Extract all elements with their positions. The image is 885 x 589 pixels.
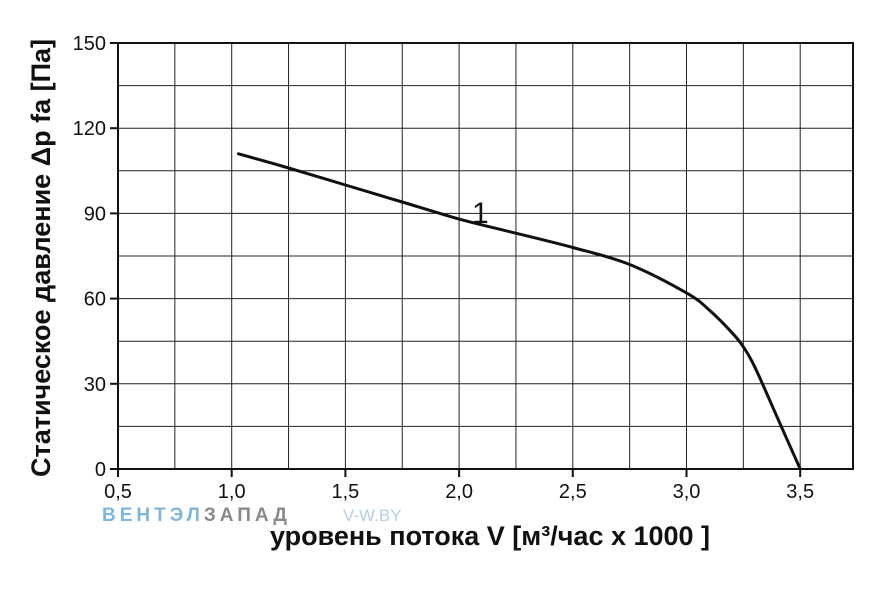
tick-labels: 0 30 60 90 120 150 0,5 1,0 1,5 2,0 2,5 3,0 3,5 xyxy=(73,33,814,503)
watermark-site: V-W.BY xyxy=(343,506,402,525)
y-tick-label: 120 xyxy=(73,118,106,140)
y-tick-label: 0 xyxy=(95,459,106,481)
grid xyxy=(118,43,853,469)
y-axis-label: Статическое давление Δp fa [Па] xyxy=(26,39,56,477)
x-tick-label: 2,0 xyxy=(445,481,473,503)
x-tick-label: 0,5 xyxy=(104,481,132,503)
x-tick-label: 2,5 xyxy=(559,481,587,503)
series-1-label: 1 xyxy=(472,197,489,230)
y-tick-label: 60 xyxy=(84,289,106,311)
x-tick-label: 1,5 xyxy=(331,481,359,503)
watermark-part-1: ВЕНТЭЛ xyxy=(102,505,204,526)
watermark: ВЕНТЭЛЗАПАД xyxy=(102,505,291,526)
plot-frame xyxy=(117,42,854,470)
watermark-part-2: ЗАПАД xyxy=(204,505,291,526)
x-axis-label: уровень потока V [м³/час x 1000 ] xyxy=(270,521,710,551)
x-tick-label: 3,5 xyxy=(786,481,814,503)
series-1-line xyxy=(237,152,802,471)
y-tick-label: 150 xyxy=(73,33,106,55)
y-tick-label: 90 xyxy=(84,203,106,225)
x-tick-label: 1,0 xyxy=(218,481,246,503)
x-tick-label: 3,0 xyxy=(673,481,701,503)
y-tick-label: 30 xyxy=(84,374,106,396)
